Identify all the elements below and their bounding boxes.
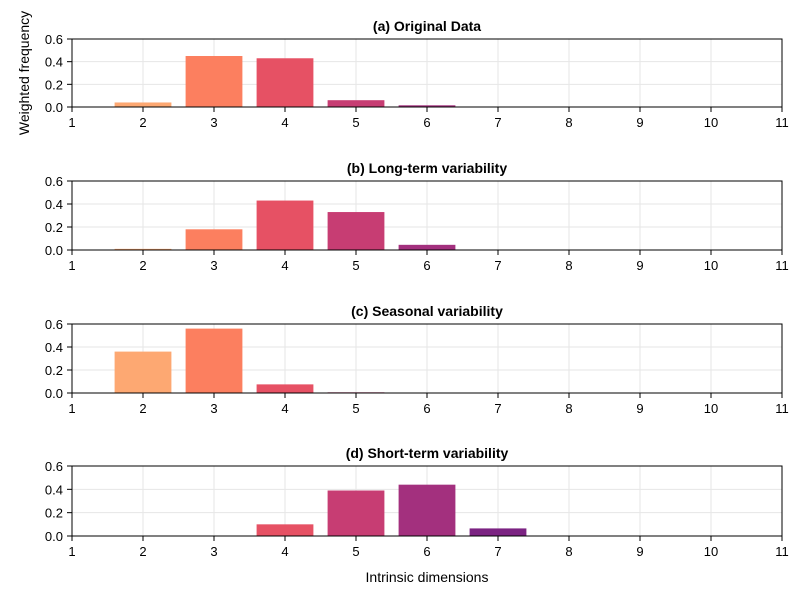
y-tick-label: 0.4 <box>45 340 63 355</box>
y-tick-label: 0.0 <box>45 386 63 401</box>
x-tick-label: 4 <box>281 544 288 559</box>
bar-2 <box>114 248 172 250</box>
bar-6 <box>398 484 456 536</box>
x-tick-label: 10 <box>704 401 718 416</box>
x-tick-label: 6 <box>423 401 430 416</box>
x-tick-label: 9 <box>636 544 643 559</box>
x-tick-label: 6 <box>423 544 430 559</box>
x-tick-label: 2 <box>139 544 146 559</box>
bar-4 <box>256 200 314 250</box>
bar-5 <box>327 490 385 536</box>
y-tick-label: 0.0 <box>45 100 63 115</box>
x-tick-label: 7 <box>494 544 501 559</box>
x-tick-label: 2 <box>139 258 146 273</box>
bar-4 <box>256 524 314 536</box>
x-tick-label: 7 <box>494 258 501 273</box>
y-axis-label: Weighted frequency <box>16 11 32 135</box>
y-tick-label: 0.2 <box>45 77 63 92</box>
grid <box>71 323 783 394</box>
bar-4 <box>256 58 314 107</box>
bar-4 <box>256 384 314 393</box>
y-tick-label: 0.4 <box>45 482 63 497</box>
panel-3: (c) Seasonal variability 1 2 3 4 5 6 7 8 9 10 11 0.0… <box>45 303 789 416</box>
bar-7 <box>469 528 527 536</box>
y-tick-label: 0.6 <box>45 317 63 332</box>
panel-title: (d) Short-term variability <box>346 445 509 461</box>
x-tick-label: 7 <box>494 115 501 130</box>
x-tick-label: 11 <box>775 115 789 130</box>
x-tick-label: 10 <box>704 115 718 130</box>
x-tick-label: 1 <box>68 258 75 273</box>
x-tick-label: 6 <box>423 258 430 273</box>
x-tick-label: 3 <box>210 258 217 273</box>
x-tick-label: 5 <box>352 401 359 416</box>
x-tick-label: 8 <box>565 401 572 416</box>
x-tick-label: 9 <box>636 401 643 416</box>
panel-4: (d) Short-term variability 1 2 3 4 5 6 7 8 9 10 11 0… <box>45 445 789 559</box>
x-tick-label: 8 <box>565 258 572 273</box>
x-tick-label: 5 <box>352 258 359 273</box>
x-tick-label: 2 <box>139 115 146 130</box>
x-tick-label: 5 <box>352 115 359 130</box>
grid <box>71 38 783 108</box>
y-tick-label: 0.2 <box>45 220 63 235</box>
bar-2 <box>114 102 172 107</box>
bar-6 <box>398 244 456 250</box>
bar-5 <box>327 100 385 107</box>
grid <box>71 180 783 251</box>
y-tick-label: 0.6 <box>45 459 63 474</box>
x-tick-label: 10 <box>704 544 718 559</box>
x-tick-label: 1 <box>68 115 75 130</box>
y-tick-label: 0.6 <box>45 174 63 189</box>
panel-title: (b) Long-term variability <box>347 160 507 176</box>
bar-3 <box>185 56 243 107</box>
x-tick-label: 8 <box>565 115 572 130</box>
x-tick-label: 3 <box>210 115 217 130</box>
x-tick-label: 11 <box>775 401 789 416</box>
bar-5 <box>327 212 385 250</box>
y-tick-label: 0.6 <box>45 32 63 47</box>
y-tick-label: 0.0 <box>45 529 63 544</box>
x-tick-label: 2 <box>139 401 146 416</box>
x-tick-label: 10 <box>704 258 718 273</box>
x-tick-label: 8 <box>565 544 572 559</box>
y-tick-label: 0.2 <box>45 506 63 521</box>
bar-3 <box>185 229 243 250</box>
bar-2 <box>114 351 172 393</box>
y-tick-label: 0.4 <box>45 197 63 212</box>
x-tick-label: 6 <box>423 115 430 130</box>
x-axis-label: Intrinsic dimensions <box>366 569 489 585</box>
y-tick-label: 0.0 <box>45 243 63 258</box>
panel-title: (a) Original Data <box>373 18 481 34</box>
x-tick-label: 1 <box>68 401 75 416</box>
bar-6 <box>398 105 456 107</box>
x-tick-label: 9 <box>636 258 643 273</box>
panel-title: (c) Seasonal variability <box>351 303 503 319</box>
x-tick-label: 4 <box>281 401 288 416</box>
x-tick-label: 3 <box>210 544 217 559</box>
y-tick-label: 0.4 <box>45 55 63 70</box>
x-tick-label: 5 <box>352 544 359 559</box>
x-tick-label: 11 <box>775 544 789 559</box>
x-tick-label: 11 <box>775 258 789 273</box>
x-tick-label: 9 <box>636 115 643 130</box>
bar-3 <box>185 328 243 393</box>
y-tick-label: 0.2 <box>45 363 63 378</box>
panel-1: (a) Original Data 1 2 3 4 5 6 7 8 9 10 11 0.0 0.2 0.4 0… <box>45 18 789 130</box>
x-tick-label: 1 <box>68 544 75 559</box>
panel-2: (b) Long-term variability 1 2 3 4 5 6 7 8 9 10 11 0.… <box>45 160 789 273</box>
x-tick-label: 4 <box>281 258 288 273</box>
x-tick-label: 3 <box>210 401 217 416</box>
x-tick-label: 7 <box>494 401 501 416</box>
x-tick-label: 4 <box>281 115 288 130</box>
